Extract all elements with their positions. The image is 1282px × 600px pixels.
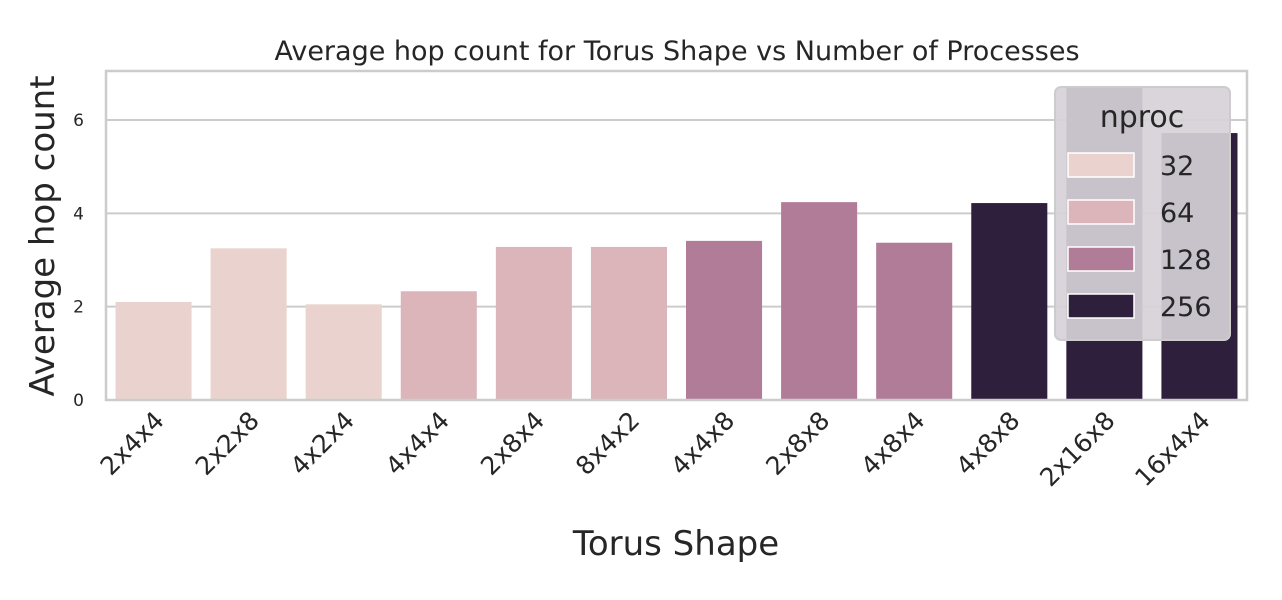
legend: nproc 32 64 128 256 — [1054, 86, 1231, 341]
x-tick-label: 2x16x8 — [1034, 406, 1120, 492]
bar-8x4x2 — [590, 246, 667, 400]
x-tick-label: 4x8x8 — [950, 406, 1025, 481]
legend-label: 128 — [1160, 245, 1212, 276]
legend-title: nproc — [1100, 100, 1185, 135]
y-tick-label: 0 — [73, 391, 84, 411]
legend-label: 64 — [1160, 198, 1194, 229]
bar-2x2x8 — [210, 248, 287, 400]
bar-2x8x4 — [495, 246, 572, 400]
y-tick-label: 4 — [73, 204, 84, 224]
y-tick-label: 6 — [73, 111, 84, 131]
x-tick-label: 2x8x4 — [475, 406, 550, 481]
legend-swatch-32 — [1067, 152, 1135, 178]
x-tick-labels: 2x4x4 2x2x8 4x2x4 4x4x4 2x8x4 8x4x2 4x4x8 2x8x8… — [95, 406, 1216, 492]
x-axis-label: Torus Shape — [572, 524, 779, 564]
bar-4x8x4 — [876, 242, 953, 400]
bar-4x4x8 — [686, 240, 763, 400]
legend-swatch-128 — [1067, 246, 1135, 272]
x-tick-label: 2x4x4 — [95, 406, 170, 481]
bar-4x2x4 — [305, 304, 382, 400]
bar-2x8x8 — [781, 202, 858, 400]
x-tick-label: 16x4x4 — [1129, 406, 1215, 492]
y-axis-label: Average hop count — [23, 75, 63, 396]
x-tick-label: 4x4x4 — [380, 406, 455, 481]
bar-4x4x4 — [400, 291, 477, 400]
x-tick-label: 2x8x8 — [760, 406, 835, 481]
y-tick-label: 2 — [73, 298, 84, 318]
bar-2x4x4 — [115, 302, 192, 400]
legend-label: 32 — [1160, 151, 1194, 182]
legend-swatch-64 — [1067, 199, 1135, 225]
chart-title: Average hop count for Torus Shape vs Num… — [274, 36, 1079, 67]
bar-4x8x8 — [971, 203, 1048, 400]
x-tick-label: 4x8x4 — [855, 406, 930, 481]
x-tick-label: 2x2x8 — [190, 406, 265, 481]
legend-entries: 32 64 128 256 — [1067, 151, 1212, 323]
x-tick-label: 4x4x8 — [665, 406, 740, 481]
x-tick-label: 4x2x4 — [285, 406, 360, 481]
plot-frame — [104, 69, 1249, 402]
bars — [115, 87, 1238, 401]
x-tick-label: 8x4x2 — [570, 406, 645, 481]
legend-swatch-256 — [1067, 293, 1135, 319]
legend-box — [1054, 86, 1231, 341]
legend-label: 256 — [1160, 292, 1212, 323]
y-tick-labels: 0 2 4 6 — [73, 111, 84, 411]
